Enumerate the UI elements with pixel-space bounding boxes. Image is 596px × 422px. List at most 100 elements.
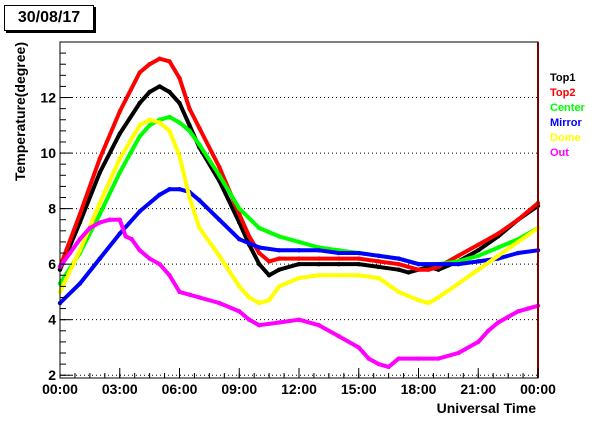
- y-tick-label: 12: [40, 90, 56, 106]
- data-point: [97, 200, 103, 206]
- data-point: [336, 250, 342, 256]
- legend-item: Mirror: [550, 117, 583, 129]
- data-point: [97, 211, 103, 217]
- y-tick-label: 6: [48, 256, 56, 272]
- data-point: [515, 217, 521, 222]
- data-point: [406, 270, 411, 275]
- data-point: [476, 242, 481, 247]
- data-point: [256, 225, 262, 231]
- x-tick-label: 03:00: [102, 381, 138, 397]
- x-tick-label: 00:00: [42, 381, 78, 397]
- data-point: [436, 295, 441, 300]
- data-point: [217, 253, 222, 259]
- data-point: [276, 284, 282, 289]
- data-point: [276, 256, 282, 261]
- data-point: [316, 273, 322, 278]
- series-layer: [57, 56, 541, 370]
- data-point: [336, 334, 342, 339]
- data-point: [217, 173, 222, 178]
- data-point: [67, 250, 73, 256]
- data-point: [217, 300, 222, 306]
- x-tick-label: 06:00: [162, 381, 198, 397]
- y-tick-label: 8: [48, 201, 56, 217]
- legend-item: Top2: [550, 87, 575, 99]
- data-point: [137, 123, 142, 128]
- data-point: [117, 131, 122, 136]
- data-point: [476, 248, 481, 253]
- tick-labels: 2 4 6 8 10 12 00:00 03:00 06:00 09:00 12:00 15:00 18…: [40, 90, 556, 397]
- data-point: [147, 89, 152, 95]
- data-point: [237, 284, 242, 289]
- data-point: [256, 261, 262, 267]
- data-point: [376, 361, 381, 367]
- data-point: [177, 75, 182, 81]
- axis-ticks: [59, 52, 539, 378]
- data-point: [515, 309, 521, 314]
- data-point: [396, 256, 401, 261]
- data-point: [157, 84, 162, 89]
- data-point: [476, 339, 481, 345]
- x-tick-label: 15:00: [341, 381, 377, 397]
- data-point: [177, 153, 182, 159]
- data-point: [356, 261, 361, 267]
- data-point: [217, 164, 222, 170]
- data-point: [117, 156, 122, 161]
- data-point: [217, 217, 222, 222]
- legend-item: Center: [550, 102, 586, 114]
- data-point: [276, 320, 282, 325]
- data-point: [137, 70, 142, 75]
- data-point: [376, 259, 381, 264]
- data-point: [376, 264, 381, 270]
- data-point: [157, 120, 162, 125]
- data-point: [117, 231, 122, 236]
- data-point: [515, 250, 521, 256]
- data-point: [296, 261, 302, 267]
- x-tick-label: 21:00: [460, 381, 496, 397]
- data-point: [426, 300, 431, 306]
- data-point: [406, 264, 411, 270]
- data-point: [177, 100, 182, 106]
- data-point: [296, 248, 302, 253]
- x-axis-title: Universal Time: [437, 400, 537, 416]
- data-point: [266, 273, 272, 278]
- data-point: [396, 289, 401, 295]
- data-point: [237, 309, 242, 314]
- data-point: [157, 192, 162, 197]
- data-point: [187, 106, 192, 111]
- data-point: [187, 292, 192, 297]
- legend-item: Out: [550, 147, 569, 159]
- data-point: [197, 295, 202, 300]
- data-point: [256, 245, 262, 250]
- data-point: [476, 267, 481, 272]
- data-point: [117, 109, 122, 114]
- data-point: [129, 236, 134, 242]
- data-point: [167, 89, 172, 95]
- data-point: [167, 186, 172, 192]
- data-point: [167, 128, 172, 134]
- legend-item: Dome: [550, 132, 581, 144]
- data-point: [336, 273, 342, 278]
- data-point: [356, 345, 361, 350]
- data-point: [416, 298, 421, 303]
- data-point: [77, 211, 83, 217]
- data-point: [117, 217, 122, 222]
- data-point: [187, 195, 192, 200]
- data-point: [197, 125, 202, 131]
- data-point: [436, 356, 441, 361]
- x-tick-label: 18:00: [401, 381, 437, 397]
- series-line: [58, 187, 540, 305]
- data-point: [117, 170, 122, 175]
- data-point: [416, 356, 421, 361]
- data-point: [476, 253, 481, 259]
- data-point: [147, 117, 152, 122]
- data-point: [276, 234, 282, 239]
- data-point: [177, 120, 182, 125]
- y-tick-label: 2: [48, 367, 56, 383]
- data-point: [237, 236, 242, 242]
- x-tick-label: 12:00: [281, 381, 317, 397]
- legend-item: Top1: [550, 72, 575, 84]
- x-tick-label: 09:00: [221, 381, 257, 397]
- data-point: [366, 356, 371, 361]
- series-line: [58, 84, 540, 278]
